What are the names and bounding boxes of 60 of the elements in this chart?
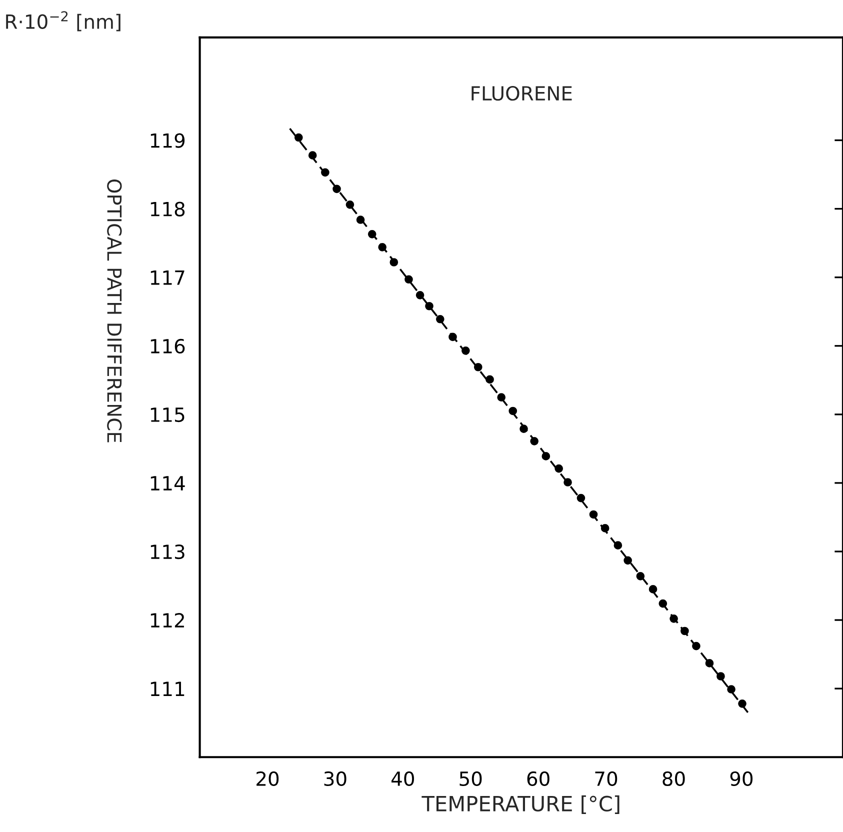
point: [368, 230, 376, 238]
point: [425, 302, 434, 310]
point: [705, 659, 714, 668]
x-tick-label: 60: [527, 771, 550, 786]
point: [378, 243, 386, 252]
y-tick-label: 115: [150, 408, 184, 422]
point: [486, 375, 494, 384]
point: [716, 672, 725, 680]
point: [680, 626, 689, 636]
point: [530, 436, 538, 446]
point: [520, 424, 528, 433]
point: [658, 599, 668, 608]
x-tick-label: 30: [324, 771, 346, 786]
point: [576, 494, 586, 502]
point: [436, 314, 444, 324]
point: [614, 541, 622, 550]
point: [542, 452, 550, 460]
text: R·10$^{−2}$ [nm]: [6, 11, 120, 32]
point: [648, 585, 658, 594]
x-tick-label: 40: [391, 771, 414, 786]
point: [692, 642, 700, 650]
y-tick-label: 116: [150, 338, 185, 354]
point: [404, 275, 413, 284]
point: [727, 685, 736, 694]
y-axis-title: OPTICAL PATH DIFFERENCE: [107, 179, 122, 442]
y-tick-label: 118: [150, 202, 185, 216]
point: [508, 406, 518, 416]
text: FLUORENE: [472, 86, 572, 101]
point: [554, 464, 564, 473]
point: [356, 216, 365, 224]
point: [624, 556, 632, 565]
point: [321, 168, 330, 177]
x-tick-label: 20: [256, 771, 279, 786]
point: [497, 393, 506, 402]
x-axis-title: TEMPERATURE [°C]: [422, 795, 620, 814]
point: [308, 151, 317, 160]
point: [636, 572, 645, 580]
y-tick-label: 111: [150, 682, 184, 696]
point: [294, 133, 303, 142]
point: [474, 362, 482, 372]
point: [738, 699, 746, 708]
point: [670, 614, 678, 623]
y-tick-label: 113: [150, 544, 184, 560]
y-tick-label: 112: [150, 612, 184, 628]
y-tick-label: 119: [150, 133, 185, 148]
point: [332, 184, 341, 194]
x-tick-label: 70: [595, 771, 618, 786]
point: [448, 332, 457, 342]
x-tick-label: 80: [662, 771, 685, 786]
point: [390, 258, 398, 266]
y-tick-label: 117: [150, 270, 184, 285]
y-tick-label: 114: [150, 476, 185, 490]
x-tick-label: 50: [460, 771, 482, 786]
point: [462, 346, 470, 355]
x-tick-label: 90: [730, 771, 753, 786]
point: [416, 290, 424, 300]
point: [589, 510, 598, 519]
point: [600, 524, 610, 532]
point: [564, 478, 572, 486]
point: [346, 200, 354, 209]
